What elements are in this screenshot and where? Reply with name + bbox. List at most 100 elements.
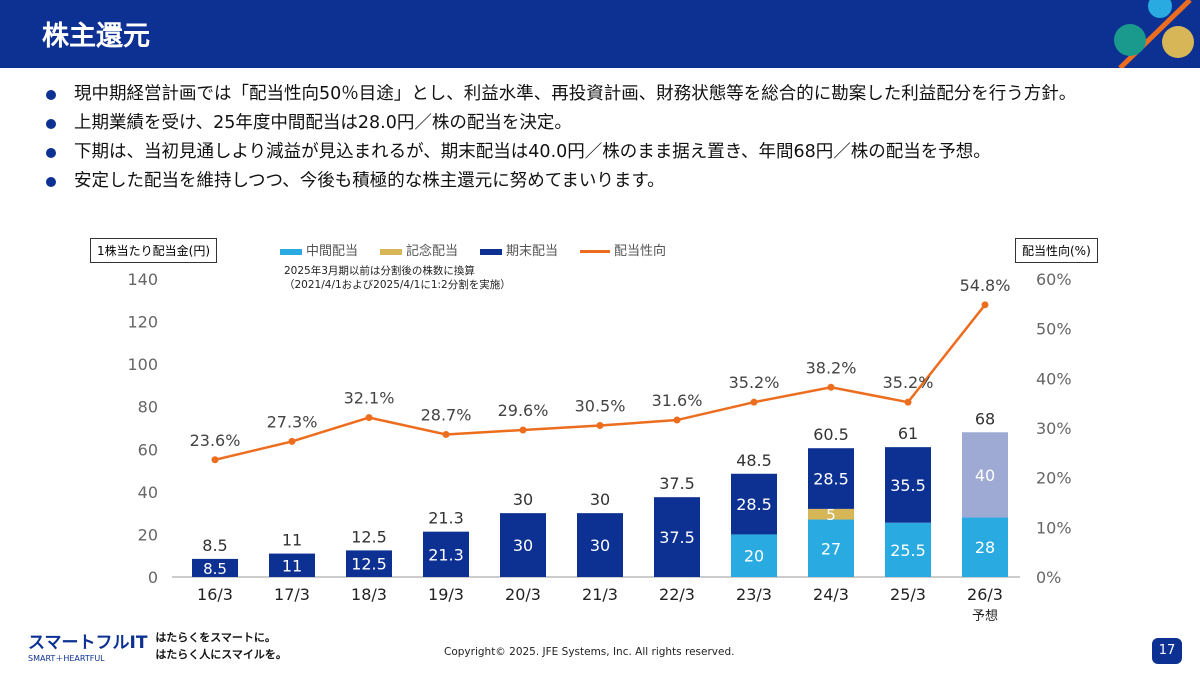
payout-ratio-label: 30.5% xyxy=(575,397,626,416)
payout-ratio-point xyxy=(827,383,835,391)
bar-year-end xyxy=(346,550,392,577)
bullet-list: 現中期経営計画では「配当性向50％目途」とし、利益水準、再投資計画、財務状態等を… xyxy=(40,80,1076,196)
header-bar: 株主還元 xyxy=(0,0,1200,68)
bar-value-label: 28.5 xyxy=(736,495,772,514)
payout-ratio-point xyxy=(904,398,912,406)
total-label: 60.5 xyxy=(813,425,849,444)
chart-legend: 中間配当 記念配当 期末配当 配当性向 xyxy=(280,240,666,259)
decorative-circles-icon xyxy=(1114,0,1194,68)
total-label: 68 xyxy=(975,409,995,428)
bar-year-end xyxy=(423,531,469,577)
y2-tick-label: 30% xyxy=(1036,419,1072,438)
x-tick-label: 23/3 xyxy=(736,585,772,604)
bar-interim xyxy=(885,522,931,577)
total-label: 30 xyxy=(590,490,610,509)
forecast-label: 予想 xyxy=(972,608,998,624)
bar-year-end xyxy=(192,558,238,577)
payout-ratio-label: 35.2% xyxy=(883,373,934,392)
x-tick-label: 25/3 xyxy=(890,585,926,604)
y2-tick-label: 10% xyxy=(1036,518,1072,537)
bar-interim xyxy=(808,519,854,577)
chart-note: 2025年3月期以前は分割後の株数に換算 （2021/4/1および2025/4/1… xyxy=(284,265,511,291)
total-label: 11 xyxy=(282,531,302,550)
x-tick-label: 26/3 xyxy=(967,585,1003,604)
bar-commemorative xyxy=(808,508,854,520)
bullet-item: 安定した配当を維持しつつ、今後も積極的な株主還元に努めてまいります。 xyxy=(40,167,1076,196)
y2-tick-label: 60% xyxy=(1036,270,1072,289)
bar-year-end xyxy=(269,553,315,577)
y-tick-label: 100 xyxy=(127,355,158,374)
x-tick-label: 22/3 xyxy=(659,585,695,604)
x-tick-label: 19/3 xyxy=(428,585,464,604)
total-label: 30 xyxy=(513,490,533,509)
bar-interim xyxy=(962,517,1008,577)
bar-value-label: 40 xyxy=(975,466,995,485)
y-tick-label: 0 xyxy=(148,568,158,587)
payout-ratio-label: 29.6% xyxy=(498,401,549,420)
bar-year-end xyxy=(577,513,623,577)
legend-interim: 中間配当 xyxy=(280,240,358,259)
bar-year-end xyxy=(500,513,546,577)
bar-year-end xyxy=(654,497,700,577)
payout-ratio-label: 23.6% xyxy=(190,431,241,450)
total-label: 48.5 xyxy=(736,451,772,470)
bar-value-label: 30 xyxy=(590,536,610,555)
y2-tick-label: 20% xyxy=(1036,469,1072,488)
bar-value-label: 5 xyxy=(826,506,836,524)
x-tick-label: 17/3 xyxy=(274,585,310,604)
page-title: 株主還元 xyxy=(42,21,150,52)
payout-ratio-label: 27.3% xyxy=(267,412,318,431)
payout-ratio-point xyxy=(596,422,604,430)
y2-tick-label: 0% xyxy=(1036,568,1061,587)
y-tick-label: 20 xyxy=(138,525,158,544)
bar-value-label: 21.3 xyxy=(428,545,464,564)
x-tick-label: 21/3 xyxy=(582,585,618,604)
bar-year-end xyxy=(731,473,777,535)
payout-ratio-label: 35.2% xyxy=(729,373,780,392)
copyright: Copyright© 2025. JFE Systems, Inc. All r… xyxy=(444,646,735,658)
bullet-item: 上期業績を受け、25年度中間配当は28.0円／株の配当を決定。 xyxy=(40,109,1076,138)
bar-value-label: 27 xyxy=(821,539,841,558)
bar-value-label: 30 xyxy=(513,536,533,555)
bullet-item: 下期は、当初見通しより減益が見込まれるが、期末配当は40.0円／株のまま据え置き… xyxy=(40,138,1076,167)
total-label: 37.5 xyxy=(659,474,695,493)
brand-logo: スマートフルIT SMART＋HEARTFUL はたらくをスマートに。 はたらく人に… xyxy=(28,631,287,663)
y2-tick-label: 50% xyxy=(1036,320,1072,339)
payout-ratio-label: 28.7% xyxy=(421,405,472,424)
bar-value-label: 25.5 xyxy=(890,541,926,560)
legend-payout-ratio: 配当性向 xyxy=(580,240,666,259)
y-axis-label: 1株当たり配当金(円) xyxy=(90,238,217,263)
payout-ratio-point xyxy=(442,430,450,438)
x-tick-label: 16/3 xyxy=(197,585,233,604)
payout-ratio-label: 31.6% xyxy=(652,391,703,410)
legend-commemorative: 記念配当 xyxy=(380,240,458,259)
total-label: 12.5 xyxy=(351,527,387,546)
y2-axis-label: 配当性向(%) xyxy=(1015,238,1098,263)
x-tick-label: 20/3 xyxy=(505,585,541,604)
bar-value-label: 37.5 xyxy=(659,528,695,547)
y-tick-label: 60 xyxy=(138,440,158,459)
payout-ratio-label: 54.8% xyxy=(960,276,1011,295)
payout-ratio-point xyxy=(750,398,758,406)
bar-year-end xyxy=(885,447,931,523)
payout-ratio-point xyxy=(365,414,373,422)
payout-ratio-point xyxy=(288,437,296,445)
payout-ratio-point xyxy=(981,301,989,309)
payout-ratio-point xyxy=(519,426,527,434)
bullet-item: 現中期経営計画では「配当性向50％目途」とし、利益水準、再投資計画、財務状態等を… xyxy=(40,80,1076,109)
x-tick-label: 24/3 xyxy=(813,585,849,604)
page-number: 17 xyxy=(1152,638,1182,664)
total-label: 61 xyxy=(898,424,918,443)
bar-interim xyxy=(731,534,777,577)
bar-value-label: 11 xyxy=(282,556,302,575)
payout-ratio-label: 38.2% xyxy=(806,358,857,377)
bar-year-end xyxy=(962,432,1008,518)
payout-ratio-point xyxy=(673,416,681,424)
payout-ratio-line xyxy=(214,304,986,462)
bar-value-label: 12.5 xyxy=(351,555,387,574)
bar-value-label: 28 xyxy=(975,538,995,557)
payout-ratio-label: 32.1% xyxy=(344,389,395,408)
x-tick-label: 18/3 xyxy=(351,585,387,604)
total-label: 21.3 xyxy=(428,509,464,528)
